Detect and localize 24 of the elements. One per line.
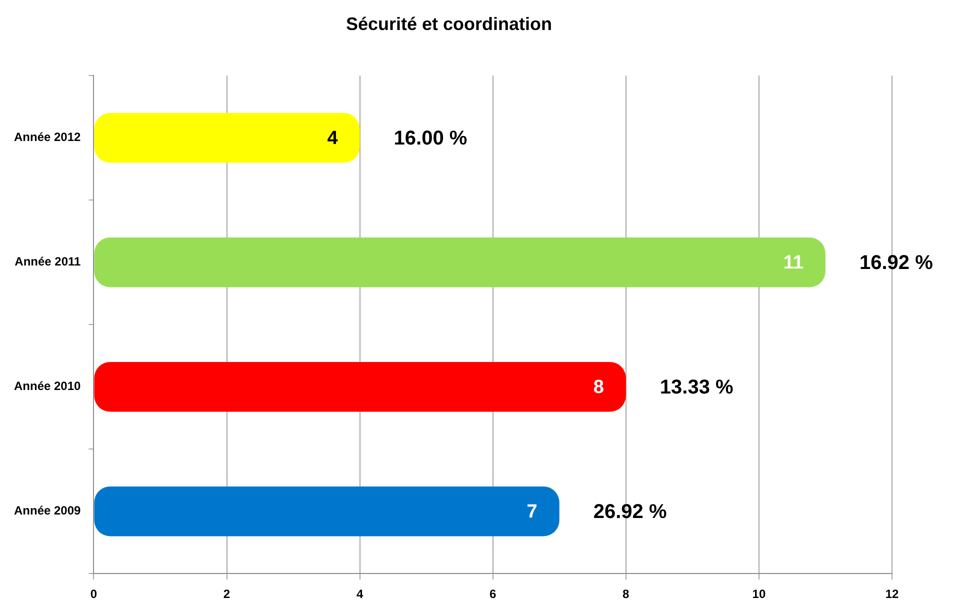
x-tick-label: 4 <box>356 587 364 602</box>
x-tick-label: 6 <box>490 587 497 602</box>
x-tick-label: 0 <box>90 587 98 602</box>
y-tick-label: Année 2010 <box>14 379 82 394</box>
data-label: 7 <box>526 502 538 523</box>
y-tick-label: Année 2009 <box>14 504 82 518</box>
data-label: 8 <box>593 377 604 398</box>
y-tick-label: Année 2011 <box>14 254 82 269</box>
y-tick-label: Année 2012 <box>14 130 82 144</box>
x-tick-label: 8 <box>622 587 630 602</box>
annotation: 26.92 % <box>593 500 667 523</box>
x-tick-label: 10 <box>752 587 766 602</box>
bar <box>94 362 626 412</box>
annotation: 13.33 % <box>660 376 734 398</box>
chart-title: Sécurité et coordination <box>346 14 552 34</box>
x-tick-label: 12 <box>885 587 899 602</box>
x-tick-label: 2 <box>223 587 230 602</box>
data-label: 11 <box>783 252 804 274</box>
bar <box>94 112 360 163</box>
bar <box>94 237 826 288</box>
data-label: 4 <box>327 128 338 150</box>
annotation: 16.92 % <box>859 252 934 274</box>
annotation: 16.00 % <box>394 127 468 150</box>
bar <box>94 486 560 536</box>
